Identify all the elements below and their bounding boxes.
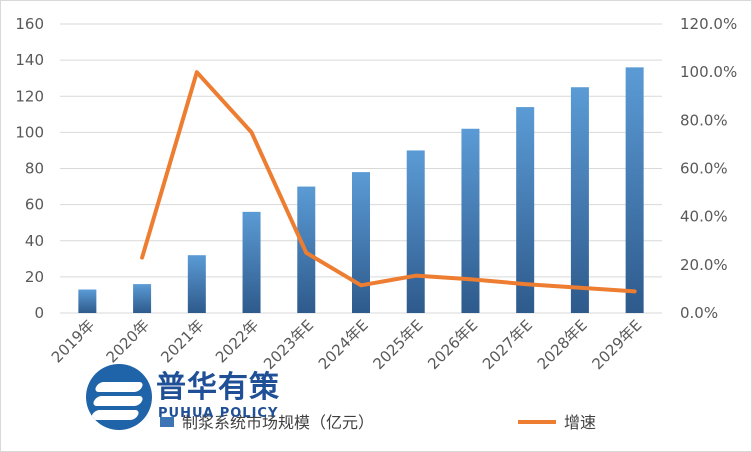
left-tick-label: 140 [15, 51, 44, 69]
logo-emblem-icon [86, 364, 152, 430]
right-tick-label: 80.0% [680, 111, 728, 129]
bar [187, 255, 206, 313]
x-tick-label: 2024年E [315, 316, 372, 373]
x-tick-label: 2021年 [157, 316, 207, 366]
left-tick-label: 60 [25, 196, 44, 214]
right-axis-ticks: 0.0% 20.0% 40.0% 60.0% 80.0% 100.0% 120.0% [680, 15, 737, 322]
left-tick-label: 0 [34, 304, 44, 322]
left-tick-label: 20 [25, 268, 44, 286]
x-tick-label: 2029年E [588, 316, 645, 373]
legend-line-label: 增速 [564, 413, 596, 432]
x-tick-label: 2019年 [48, 316, 98, 366]
right-tick-label: 100.0% [680, 63, 737, 81]
left-tick-label: 160 [15, 15, 44, 33]
bar [570, 87, 589, 313]
x-tick-label: 2026年E [424, 316, 481, 373]
bar-series [78, 67, 644, 314]
right-tick-label: 60.0% [680, 160, 728, 178]
bar [242, 211, 261, 313]
watermark-chinese: 普华有策 [156, 370, 280, 405]
left-tick-label: 40 [25, 232, 44, 250]
bar [406, 150, 425, 313]
bar [461, 128, 480, 313]
legend-bar-swatch [160, 417, 174, 427]
watermark-logo: 普华有策 PUHUA POLICY [86, 360, 286, 446]
bar [625, 67, 644, 313]
line-series [140, 70, 637, 294]
x-tick-label: 2027年E [479, 316, 536, 373]
left-axis-ticks: 0 20 40 60 80 100 120 140 160 [15, 15, 44, 322]
x-tick-label: 2025年E [370, 316, 427, 373]
x-tick-label: 2020年 [103, 316, 153, 366]
bar [133, 284, 152, 313]
left-tick-label: 80 [25, 160, 44, 178]
right-tick-label: 0.0% [680, 304, 718, 322]
x-tick-label: 2028年E [534, 316, 591, 373]
x-tick-label: 2022年 [212, 316, 262, 366]
bar [516, 107, 535, 314]
left-tick-label: 120 [15, 87, 44, 105]
bar [352, 172, 370, 313]
right-tick-label: 20.0% [680, 256, 728, 274]
growth-line [140, 70, 637, 294]
right-tick-label: 120.0% [680, 15, 737, 33]
bar [78, 289, 97, 313]
gridlines [60, 23, 662, 314]
left-tick-label: 100 [15, 123, 44, 141]
legend: 制浆系统市场规模（亿元） 增速 [160, 413, 596, 432]
watermark-english: PUHUA POLICY [158, 406, 279, 421]
legend-bar-label: 制浆系统市场规模（亿元） [182, 413, 374, 432]
right-tick-label: 40.0% [680, 208, 728, 226]
